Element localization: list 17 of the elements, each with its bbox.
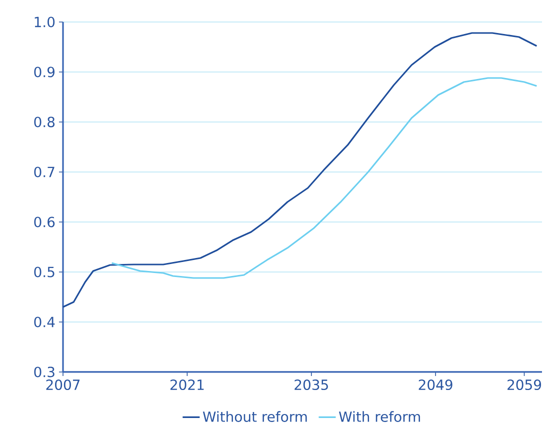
line-series — [62, 32, 538, 308]
x-tick-label: 2035 — [294, 380, 328, 390]
y-tick-label: 0.3 — [34, 366, 54, 378]
y-tick-label: 0.4 — [34, 316, 55, 328]
x-tick-label: 2059 — [508, 380, 542, 390]
x-tick-label: 2049 — [418, 380, 452, 390]
legend-label: With reform — [338, 411, 420, 422]
y-tick-label: 1.0 — [34, 16, 55, 28]
y-tick-label: 0.6 — [34, 216, 55, 228]
y-tick-label: 0.9 — [34, 66, 55, 78]
legend-label: Without reform — [202, 411, 307, 422]
x-tick-label: 2021 — [170, 380, 204, 390]
y-tick-label: 0.5 — [34, 266, 54, 278]
y-tick-label: 0.8 — [34, 116, 55, 128]
line-series — [110, 77, 538, 279]
x-tick-label: 2007 — [46, 380, 80, 390]
y-tick-label: 0.7 — [34, 166, 54, 178]
